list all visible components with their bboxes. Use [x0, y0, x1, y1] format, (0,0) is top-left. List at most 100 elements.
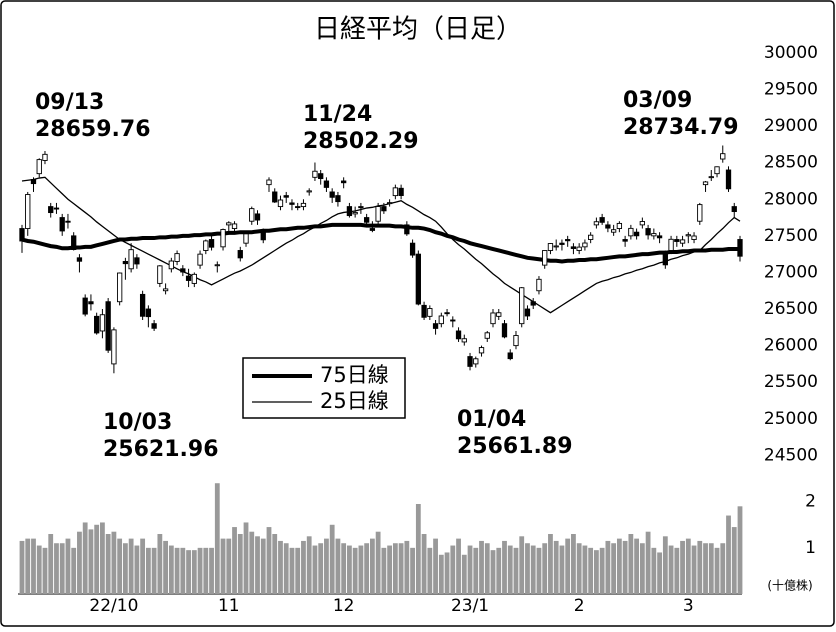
volume-bar: [42, 547, 48, 594]
volume-bar: [507, 545, 513, 594]
volume-bar: [720, 543, 726, 594]
candle-body: [467, 356, 473, 367]
volume-bar: [467, 545, 473, 594]
candle-body: [306, 190, 312, 193]
candle-body: [679, 239, 686, 244]
volume-bar: [255, 536, 260, 594]
volume-bar: [444, 552, 450, 594]
volume-bar: [358, 545, 364, 594]
candle-body: [415, 253, 421, 305]
volume-tick-label: 1: [805, 538, 816, 558]
annotation-date: 03/09: [623, 88, 692, 113]
annotation-value: 28659.76: [35, 117, 151, 142]
volume-bar: [662, 536, 668, 594]
volume-bar: [260, 538, 266, 594]
volume-bar: [519, 536, 525, 594]
volume-bar: [54, 543, 59, 594]
volume-bar: [157, 534, 163, 594]
candle-body: [174, 253, 180, 262]
candle-body: [725, 169, 732, 190]
x-tick-label: 2: [574, 596, 585, 616]
volume-bar: [341, 543, 347, 594]
volume-bar: [553, 540, 559, 594]
volume-bar: [726, 515, 731, 594]
volume-bar: [645, 531, 651, 594]
candle-body: [168, 260, 174, 270]
candle-body: [82, 297, 88, 315]
candle-body: [36, 159, 42, 175]
candle-body: [352, 211, 358, 215]
y-tick-label: 27500: [764, 226, 818, 246]
candle-body: [48, 206, 54, 214]
candle-body: [111, 329, 117, 365]
volume-bar: [691, 545, 697, 594]
volume-bar: [335, 538, 341, 594]
volume-bar: [19, 540, 25, 594]
x-tick-label: 11: [218, 596, 240, 616]
volume-bar: [88, 529, 94, 594]
volume-bar: [117, 538, 123, 594]
candle-body: [691, 235, 697, 240]
candle-body: [220, 229, 226, 248]
candle-body: [708, 176, 714, 179]
volume-bar: [65, 538, 71, 594]
candle-body: [191, 273, 197, 284]
candle-body: [157, 265, 163, 284]
volume-bar: [427, 547, 433, 594]
volume-bar: [266, 527, 272, 594]
candle-body: [323, 180, 330, 188]
volume-bar: [708, 543, 714, 594]
volume-bar: [347, 545, 352, 594]
candle-body: [656, 235, 663, 239]
volume-bar: [352, 547, 358, 594]
candle-body: [461, 338, 467, 343]
candle-body: [570, 246, 577, 249]
candle-body: [490, 312, 496, 325]
annotation-value: 28734.79: [623, 115, 739, 140]
candle-body: [341, 180, 347, 184]
volume-bar: [295, 547, 301, 594]
volume-bar: [473, 547, 479, 594]
candle-body: [409, 242, 416, 256]
volume-bar: [731, 527, 737, 594]
candle-body: [702, 181, 709, 186]
candle-body: [593, 221, 600, 226]
annotation-value: 28502.29: [303, 129, 419, 154]
candle-body: [668, 238, 674, 251]
volume-bar: [398, 543, 404, 594]
candle-body: [530, 301, 536, 306]
volume-bar: [421, 534, 427, 594]
volume-bar: [186, 550, 191, 594]
candle-body: [610, 229, 617, 233]
volume-bar: [237, 534, 243, 594]
volume-bar: [657, 552, 662, 594]
candle-body: [737, 239, 743, 257]
x-tick-label: 23/1: [451, 596, 489, 616]
volume-bar: [387, 545, 393, 594]
volume-bar: [456, 538, 461, 594]
candle-body: [381, 206, 387, 212]
volume-bar: [36, 545, 42, 594]
y-tick-label: 30000: [764, 43, 818, 63]
volume-bar: [94, 524, 100, 594]
candle-body: [243, 233, 249, 244]
volume-bar: [318, 543, 324, 594]
volume-bar: [209, 547, 214, 594]
candle-body: [329, 191, 335, 198]
volume-bar: [364, 543, 370, 594]
candle-body: [312, 170, 318, 178]
candle-body: [444, 312, 450, 315]
y-tick-label: 27000: [764, 262, 818, 282]
volume-bar: [404, 540, 410, 594]
volume-bar: [25, 538, 31, 594]
y-tick-label: 28000: [764, 189, 818, 209]
candle-body: [633, 231, 640, 237]
candle-body: [71, 235, 77, 250]
volume-unit: (十億株): [767, 578, 812, 593]
y-tick-label: 28500: [764, 153, 818, 173]
volume-bar: [48, 534, 54, 594]
annotation-date: 01/04: [457, 407, 526, 432]
volume-bar: [594, 550, 599, 594]
candle-body: [565, 239, 571, 242]
